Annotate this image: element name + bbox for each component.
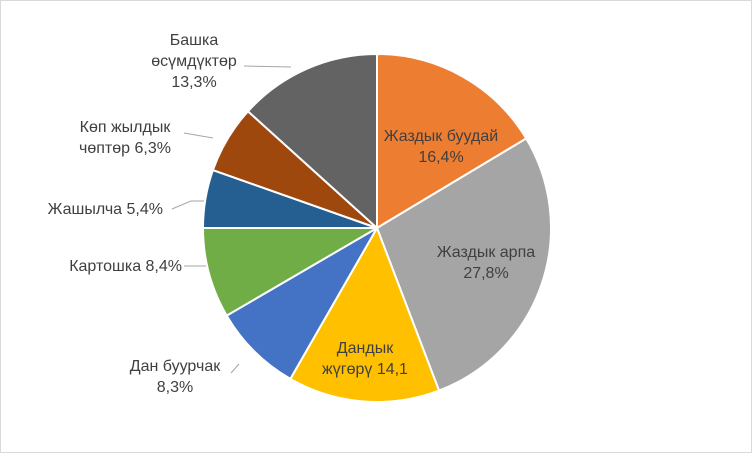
pie-slice xyxy=(225,225,380,381)
slice-label: Дандык жүгөрү 14,1 xyxy=(322,340,408,378)
pie-slice xyxy=(201,227,381,317)
slice-label: Көп жылдык чөптөр 6,3% xyxy=(79,119,171,157)
leader-line xyxy=(171,200,204,210)
pie-slice xyxy=(288,225,441,403)
leader-line xyxy=(243,65,292,68)
slice-label: Жаздык буудай 16,4% xyxy=(384,128,498,166)
slice-label: Жаздык арпа 27,8% xyxy=(437,244,535,282)
slice-label: Картошка 8,4% xyxy=(69,258,182,275)
pie-slice xyxy=(246,52,378,231)
slice-label: Башка өсүмдүктөр 13,3% xyxy=(151,32,237,91)
pie-slice xyxy=(375,137,552,392)
slice-label: Жашылча 5,4% xyxy=(48,201,163,218)
slice-label: Дан буурчак 8,3% xyxy=(130,358,221,396)
leader-line xyxy=(230,363,240,374)
leader-line xyxy=(183,132,214,139)
pie-slice xyxy=(376,52,528,230)
